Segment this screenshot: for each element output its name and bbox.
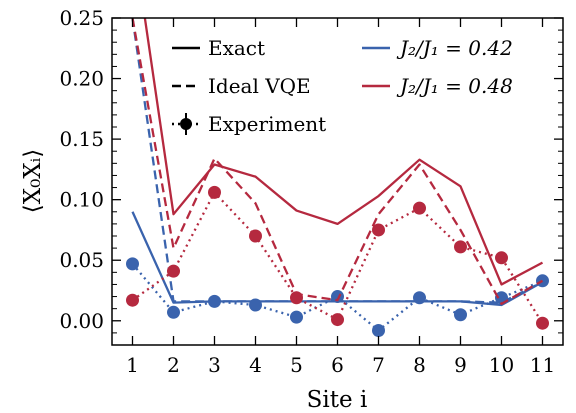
experiment-point (413, 201, 426, 215)
experiment-point (167, 305, 180, 319)
y-tick-label: 0.10 (59, 188, 104, 212)
legend: Exact Ideal VQE Experiment J₂/J₁ = 0.42 … (172, 36, 513, 136)
legend-042-label: J₂/J₁ = 0.42 (396, 36, 513, 60)
experiment-point (290, 310, 303, 324)
y-tick-label: 0.00 (59, 309, 104, 333)
x-tick-label: 2 (167, 353, 180, 377)
x-axis-label: Site i (307, 387, 368, 413)
experiment-point (372, 323, 385, 337)
experiment-point (126, 293, 139, 307)
experiment-point (413, 291, 426, 305)
experiment-point (372, 223, 385, 237)
x-tick-label: 7 (372, 353, 385, 377)
experiment-point (167, 264, 180, 278)
x-tick-label: 11 (530, 353, 555, 377)
experiment-point (208, 294, 221, 308)
experiment-point (249, 298, 262, 312)
x-tick-label: 10 (489, 353, 514, 377)
y-tick-label: 0.05 (59, 248, 104, 272)
y-tick-label: 0.20 (59, 67, 104, 91)
legend-exact-label: Exact (208, 36, 265, 60)
x-tick-label: 5 (290, 353, 303, 377)
experiment-point (208, 185, 221, 199)
legend-experiment-label: Experiment (208, 112, 326, 136)
experiment-point (126, 257, 139, 271)
y-tick-label: 0.25 (59, 6, 104, 30)
experiment-point (249, 229, 262, 243)
experiment-point (495, 251, 508, 265)
legend-ideal-label: Ideal VQE (208, 74, 311, 98)
legend-048-label: J₂/J₁ = 0.48 (396, 74, 513, 98)
x-tick-label: 8 (413, 353, 426, 377)
x-tick-label: 6 (331, 353, 344, 377)
series-line-exact (143, 18, 544, 286)
experiment-point (331, 290, 344, 304)
experiment-point (454, 240, 467, 254)
ticks-layer: 1 2 3 4 5 6 7 8 9 10 11 0.00 0.05 0.10 0.15 0.20 0.25 (59, 6, 563, 377)
x-tick-label: 1 (126, 353, 139, 377)
experiment-point (536, 316, 549, 330)
x-tick-label: 4 (249, 353, 262, 377)
experiment-point (331, 313, 344, 327)
x-tick-label: 9 (454, 353, 467, 377)
series-layer (126, 18, 549, 337)
series-line-ideal-vqe (131, 18, 544, 305)
legend-experiment-marker (180, 118, 192, 130)
series-line-ideal-vqe (131, 18, 544, 304)
y-axis-label: ⟨X₀Xᵢ⟩ (20, 149, 46, 214)
y-tick-label: 0.15 (59, 127, 104, 151)
x-tick-label: 3 (208, 353, 221, 377)
experiment-point (290, 291, 303, 305)
experiment-point (454, 308, 467, 322)
